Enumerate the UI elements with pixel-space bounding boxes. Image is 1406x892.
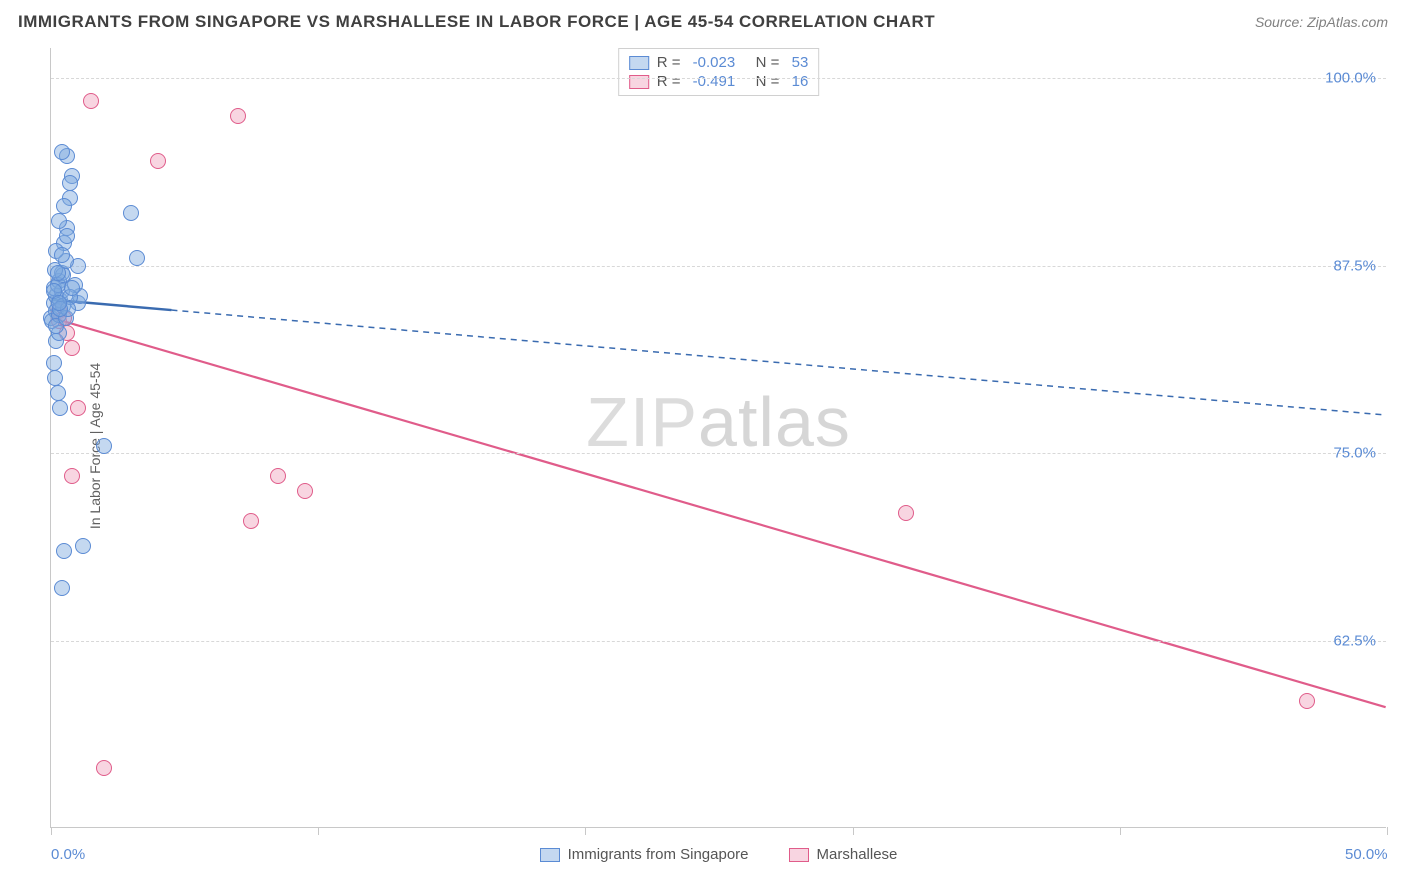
legend-swatch (629, 75, 649, 89)
watermark: ZIPatlas (586, 382, 851, 462)
scatter-marker-singapore (56, 543, 72, 559)
scatter-marker-singapore (59, 228, 75, 244)
title-bar: IMMIGRANTS FROM SINGAPORE VS MARSHALLESE… (18, 12, 1388, 32)
scatter-marker-singapore (75, 538, 91, 554)
chart-title: IMMIGRANTS FROM SINGAPORE VS MARSHALLESE… (18, 12, 935, 32)
x-tick (1387, 827, 1388, 835)
scatter-marker-marshallese (70, 400, 86, 416)
x-tick-label: 0.0% (51, 846, 85, 863)
legend-n-label: N = (743, 54, 783, 71)
scatter-marker-marshallese (96, 760, 112, 776)
legend-series-item: Immigrants from Singapore (540, 846, 749, 863)
legend-n-label: N = (743, 73, 783, 90)
scatter-marker-singapore (50, 385, 66, 401)
gridline-horizontal (51, 78, 1386, 79)
gridline-horizontal (51, 453, 1386, 454)
x-tick (318, 827, 319, 835)
scatter-marker-marshallese (1299, 693, 1315, 709)
watermark-part-b: atlas (698, 383, 851, 461)
legend-n-value: 16 (792, 73, 809, 90)
scatter-marker-singapore (123, 205, 139, 221)
legend-r-value: -0.023 (693, 54, 736, 71)
legend-swatch (789, 848, 809, 862)
watermark-part-a: ZIP (586, 383, 698, 461)
legend-r-value: -0.491 (693, 73, 736, 90)
legend-series-label: Marshallese (817, 846, 898, 863)
legend-swatch (540, 848, 560, 862)
scatter-marker-singapore (54, 580, 70, 596)
scatter-marker-marshallese (898, 505, 914, 521)
scatter-marker-singapore (129, 250, 145, 266)
trend-lines-svg (51, 48, 1386, 827)
scatter-marker-singapore (54, 144, 70, 160)
gridline-horizontal (51, 266, 1386, 267)
scatter-marker-singapore (62, 175, 78, 191)
scatter-marker-marshallese (64, 340, 80, 356)
scatter-marker-marshallese (243, 513, 259, 529)
scatter-marker-singapore (51, 213, 67, 229)
legend-series-label: Immigrants from Singapore (568, 846, 749, 863)
scatter-marker-marshallese (150, 153, 166, 169)
plot-area: ZIPatlas R = -0.023 N = 53R = -0.491 N =… (50, 48, 1386, 828)
scatter-marker-marshallese (64, 468, 80, 484)
x-tick (853, 827, 854, 835)
scatter-marker-singapore (51, 295, 67, 311)
scatter-marker-singapore (50, 265, 66, 281)
scatter-marker-singapore (54, 247, 70, 263)
legend-r-label: R = (657, 73, 685, 90)
legend-correlation-row: R = -0.491 N = 16 (629, 72, 809, 91)
x-tick (51, 827, 52, 835)
y-tick-label: 100.0% (1325, 70, 1376, 87)
legend-n-value: 53 (792, 54, 809, 71)
legend-correlation-row: R = -0.023 N = 53 (629, 53, 809, 72)
scatter-marker-singapore (46, 355, 62, 371)
scatter-marker-singapore (96, 438, 112, 454)
legend-series-item: Marshallese (789, 846, 898, 863)
scatter-marker-marshallese (83, 93, 99, 109)
x-tick-label: 50.0% (1345, 846, 1388, 863)
legend-correlation: R = -0.023 N = 53R = -0.491 N = 16 (618, 48, 820, 96)
y-tick-label: 87.5% (1333, 257, 1376, 274)
scatter-marker-marshallese (230, 108, 246, 124)
scatter-marker-singapore (56, 198, 72, 214)
x-tick (585, 827, 586, 835)
scatter-marker-singapore (47, 370, 63, 386)
legend-series: Immigrants from Singapore Marshallese (51, 846, 1386, 863)
x-tick (1120, 827, 1121, 835)
y-tick-label: 75.0% (1333, 445, 1376, 462)
source-label: Source: ZipAtlas.com (1255, 14, 1388, 30)
scatter-marker-singapore (64, 280, 80, 296)
gridline-horizontal (51, 641, 1386, 642)
y-tick-label: 62.5% (1333, 632, 1376, 649)
legend-swatch (629, 56, 649, 70)
scatter-marker-marshallese (297, 483, 313, 499)
legend-r-label: R = (657, 54, 685, 71)
scatter-marker-singapore (52, 400, 68, 416)
scatter-marker-marshallese (270, 468, 286, 484)
